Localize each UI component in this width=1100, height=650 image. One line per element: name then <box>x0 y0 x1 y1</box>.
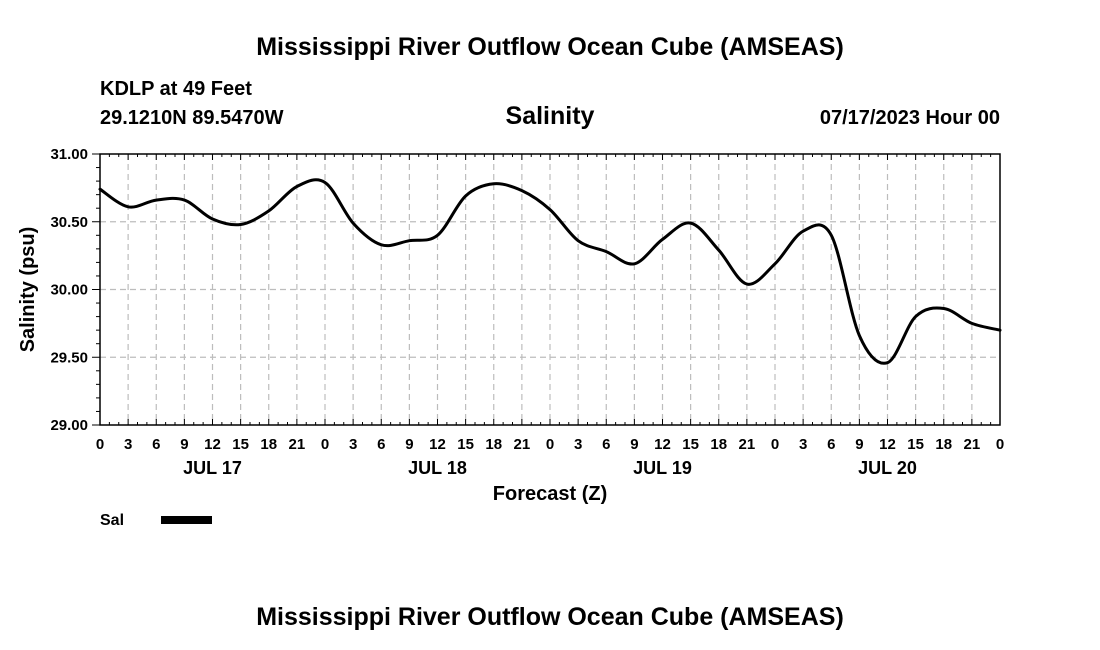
forecast-datetime: 07/17/2023 Hour 00 <box>820 107 1000 129</box>
x-tick-label: 0 <box>771 436 779 453</box>
x-tick-label: 3 <box>799 436 807 453</box>
station-label: KDLP at 49 Feet <box>100 78 252 100</box>
x-tick-label: 18 <box>260 436 277 453</box>
grid-lines <box>100 154 1000 425</box>
x-tick-label: 6 <box>602 436 610 453</box>
x-tick-label: 12 <box>204 436 221 453</box>
legend-label: Sal <box>100 512 124 529</box>
x-tick-label: 18 <box>935 436 952 453</box>
y-tick-label: 29.50 <box>50 349 88 366</box>
tick-labels: 0 3 6 9 12 15 18 21 0 3 6 9 12 15 18 21 0 3 6 9 12 15 18 21 0 3 6 9… <box>50 146 1004 478</box>
x-tick-label: 0 <box>546 436 554 453</box>
x-tick-label: 18 <box>485 436 502 453</box>
x-tick-label: 0 <box>996 436 1004 453</box>
salinity-series-line <box>98 178 1002 365</box>
x-tick-label: 3 <box>124 436 132 453</box>
x-tick-label: 21 <box>289 436 306 453</box>
x-axis-label: Forecast (Z) <box>493 483 607 505</box>
x-tick-label: 18 <box>710 436 727 453</box>
x-tick-label: 9 <box>180 436 188 453</box>
x-tick-label: 3 <box>574 436 582 453</box>
x-tick-label: 6 <box>827 436 835 453</box>
x-tick-label: 15 <box>457 436 474 453</box>
x-tick-label: 12 <box>429 436 446 453</box>
station-coordinates: 29.1210N 89.5470W <box>100 107 284 129</box>
x-tick-label: 9 <box>630 436 638 453</box>
y-tick-label: 30.00 <box>50 282 88 299</box>
x-tick-label: 21 <box>514 436 531 453</box>
plot-frame <box>99 153 1001 426</box>
x-tick-label: 6 <box>152 436 160 453</box>
day-label: JUL 19 <box>633 458 692 478</box>
day-label: JUL 17 <box>183 458 242 478</box>
chart-subtitle: Salinity <box>506 102 595 130</box>
x-tick-label: 15 <box>907 436 924 453</box>
y-axis-label: Salinity (psu) <box>17 227 39 353</box>
x-tick-label: 21 <box>739 436 756 453</box>
x-tick-label: 15 <box>232 436 249 453</box>
x-tick-label: 12 <box>654 436 671 453</box>
x-tick-label: 3 <box>349 436 357 453</box>
x-tick-label: 9 <box>405 436 413 453</box>
footer-title: Mississippi River Outflow Ocean Cube (AM… <box>256 603 844 631</box>
chart-main-title: Mississippi River Outflow Ocean Cube (AM… <box>256 33 844 61</box>
y-tick-label: 31.00 <box>50 146 88 163</box>
day-label: JUL 20 <box>858 458 917 478</box>
x-tick-label: 0 <box>321 436 329 453</box>
day-label: JUL 18 <box>408 458 467 478</box>
x-tick-label: 12 <box>879 436 896 453</box>
legend-line-swatch <box>161 516 212 524</box>
y-tick-label: 29.00 <box>50 417 88 434</box>
x-tick-label: 0 <box>96 436 104 453</box>
x-tick-label: 15 <box>682 436 699 453</box>
x-tick-label: 9 <box>855 436 863 453</box>
x-tick-label: 6 <box>377 436 385 453</box>
y-tick-label: 30.50 <box>50 214 88 231</box>
x-tick-label: 21 <box>964 436 981 453</box>
